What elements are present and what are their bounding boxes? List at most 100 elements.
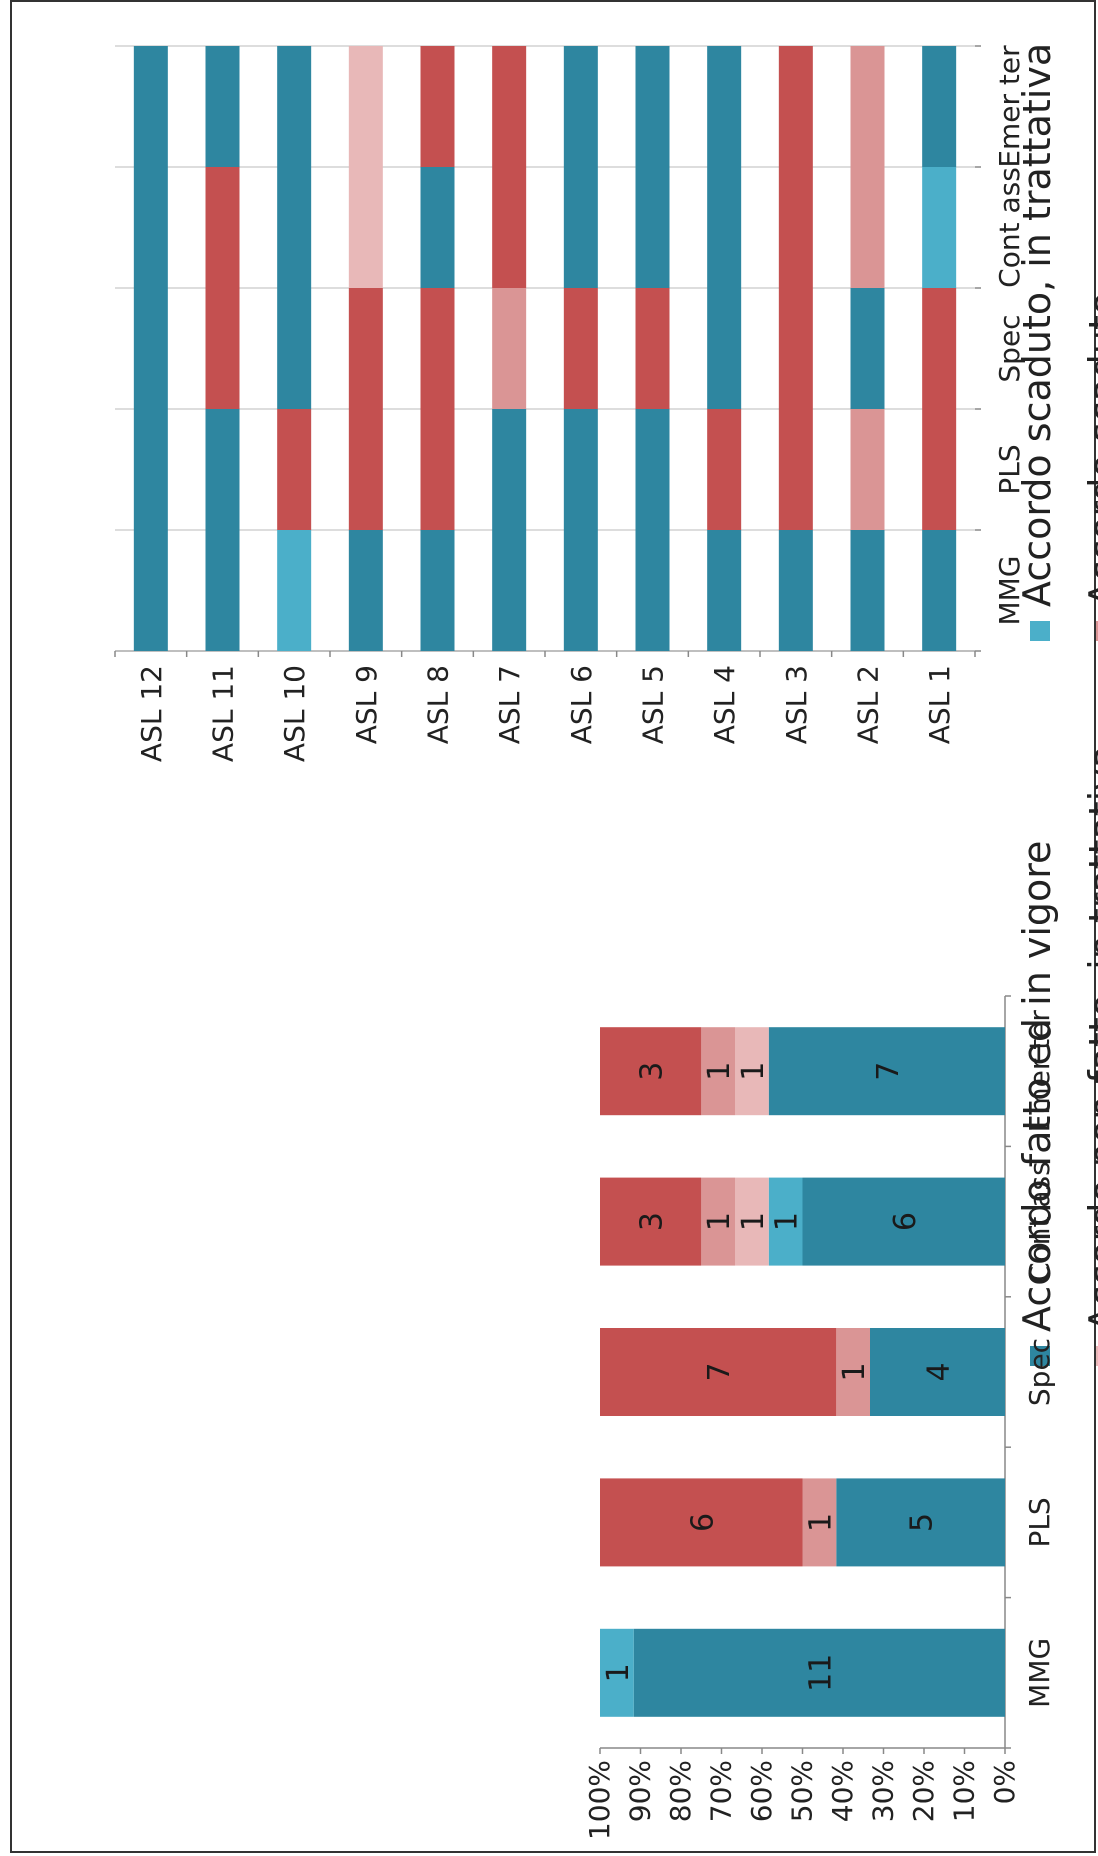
data-label: 1 [702, 1062, 737, 1081]
y-tick-label: 90% [624, 1760, 657, 1822]
bar-segment [701, 1027, 735, 1116]
data-label: 6 [888, 1212, 923, 1231]
y-tick-label: 100% [583, 1760, 616, 1840]
data-label: 1 [770, 1212, 805, 1231]
grid-cell [492, 530, 527, 651]
data-label: 11 [803, 1654, 838, 1692]
grid-cell [778, 46, 813, 167]
bar-segment [768, 1027, 1005, 1116]
grid-column-label: PLS [993, 444, 1026, 494]
bar-segment [802, 1478, 837, 1567]
grid-cell [850, 530, 885, 651]
grid-row-label: ASL 10 [278, 665, 311, 762]
grid-cell [707, 409, 742, 530]
grid-cell [277, 409, 312, 530]
grid-row-label: ASL 12 [135, 665, 168, 762]
data-label: 1 [601, 1663, 636, 1682]
grid-cell [563, 288, 598, 409]
grid-cell [133, 530, 168, 651]
grid-row-label: ASL 8 [422, 665, 455, 744]
bar-segment [600, 1628, 634, 1717]
y-tick-label: 20% [907, 1760, 940, 1822]
grid-cell [707, 46, 742, 167]
grid-cell [635, 167, 670, 288]
grid-cell [922, 288, 957, 409]
y-tick-label: 50% [786, 1760, 819, 1822]
grid-cell [492, 409, 527, 530]
data-label: 1 [702, 1212, 737, 1231]
stacked-bar-chart: 0%10%20%30%40%50%60%70%80%90%100% MMG PLS S… [583, 995, 1056, 1840]
x-tick-label: PLS [1023, 1497, 1056, 1547]
grid-cell [778, 409, 813, 530]
grid-cell [277, 530, 312, 651]
grid-column-label: Spec [993, 314, 1026, 382]
grid-cell [205, 530, 240, 651]
grid-cell [420, 167, 455, 288]
data-label: 1 [837, 1362, 872, 1381]
data-label: 6 [685, 1513, 720, 1532]
grid-cell [707, 167, 742, 288]
grid-row-label: ASL 6 [565, 665, 598, 744]
grid-cell [277, 288, 312, 409]
y-tick-label: 60% [745, 1760, 778, 1822]
bar-segment [600, 1478, 803, 1567]
grid-row-label: ASL 11 [207, 665, 240, 762]
bar-segment [768, 1177, 803, 1266]
grid-cell [420, 409, 455, 530]
grid-cell [492, 46, 527, 167]
bar-segment [870, 1328, 1005, 1416]
bar-segment [600, 1027, 702, 1116]
y-tick-label: 70% [705, 1760, 738, 1822]
grid-row-label: ASL 4 [708, 665, 741, 744]
grid-cell [420, 288, 455, 409]
grid-cell [563, 530, 598, 651]
grid-cell [563, 167, 598, 288]
grid-cell [205, 409, 240, 530]
grid-column-label: MMG [993, 555, 1026, 625]
grid-cell [277, 46, 312, 167]
grid-cell [205, 167, 240, 288]
grid-cell [850, 288, 885, 409]
y-tick-label: 0% [988, 1760, 1021, 1804]
x-tick-label: MMG [1023, 1638, 1056, 1708]
grid-cell [850, 46, 885, 167]
grid-cell [635, 46, 670, 167]
bar-segment [600, 1328, 837, 1416]
y-tick-label: 30% [867, 1760, 900, 1822]
grid-row-label: ASL 9 [350, 665, 383, 744]
grid-cell [492, 167, 527, 288]
legend-right: Accordo scaduto, in trattativa Accordo sc… [1015, 43, 1098, 641]
legend-right-label-0: Accordo scaduto, in trattativa [1015, 43, 1059, 607]
data-label: 1 [736, 1062, 771, 1081]
grid-cell [922, 530, 957, 651]
x-tick-label: Emer ter [1023, 1010, 1056, 1133]
grid-row-label: ASL 3 [780, 665, 813, 744]
bar-segment [633, 1628, 1005, 1717]
data-label: 1 [803, 1513, 838, 1532]
grid-cell [133, 288, 168, 409]
grid-cell [348, 530, 383, 651]
grid-cell [348, 46, 383, 167]
grid-column-label: Emer ter [993, 45, 1026, 168]
grid-cell [778, 530, 813, 651]
grid-cell [492, 288, 527, 409]
grid-cell [277, 167, 312, 288]
grid-cell [635, 530, 670, 651]
data-label: 7 [871, 1062, 906, 1081]
y-tick-label: 40% [826, 1760, 859, 1822]
data-label: 1 [736, 1212, 771, 1231]
data-label: 3 [635, 1212, 670, 1231]
bar-segment [735, 1027, 769, 1116]
x-tick-label: Cont ass [1023, 1161, 1056, 1282]
x-tick-label: Spec [1023, 1338, 1056, 1406]
grid-row-label: ASL 2 [852, 665, 885, 744]
grid-cell [922, 167, 957, 288]
bar-segment [701, 1177, 735, 1266]
grid-cell [850, 167, 885, 288]
grid-cell [205, 288, 240, 409]
legend-left: Accordo fatto ed in vigore Accordo non fa… [1015, 745, 1098, 1366]
legend-right-label-1: Accordo scaduto [1081, 292, 1098, 607]
grid-cell [348, 167, 383, 288]
grid-row-label: ASL 7 [493, 665, 526, 744]
